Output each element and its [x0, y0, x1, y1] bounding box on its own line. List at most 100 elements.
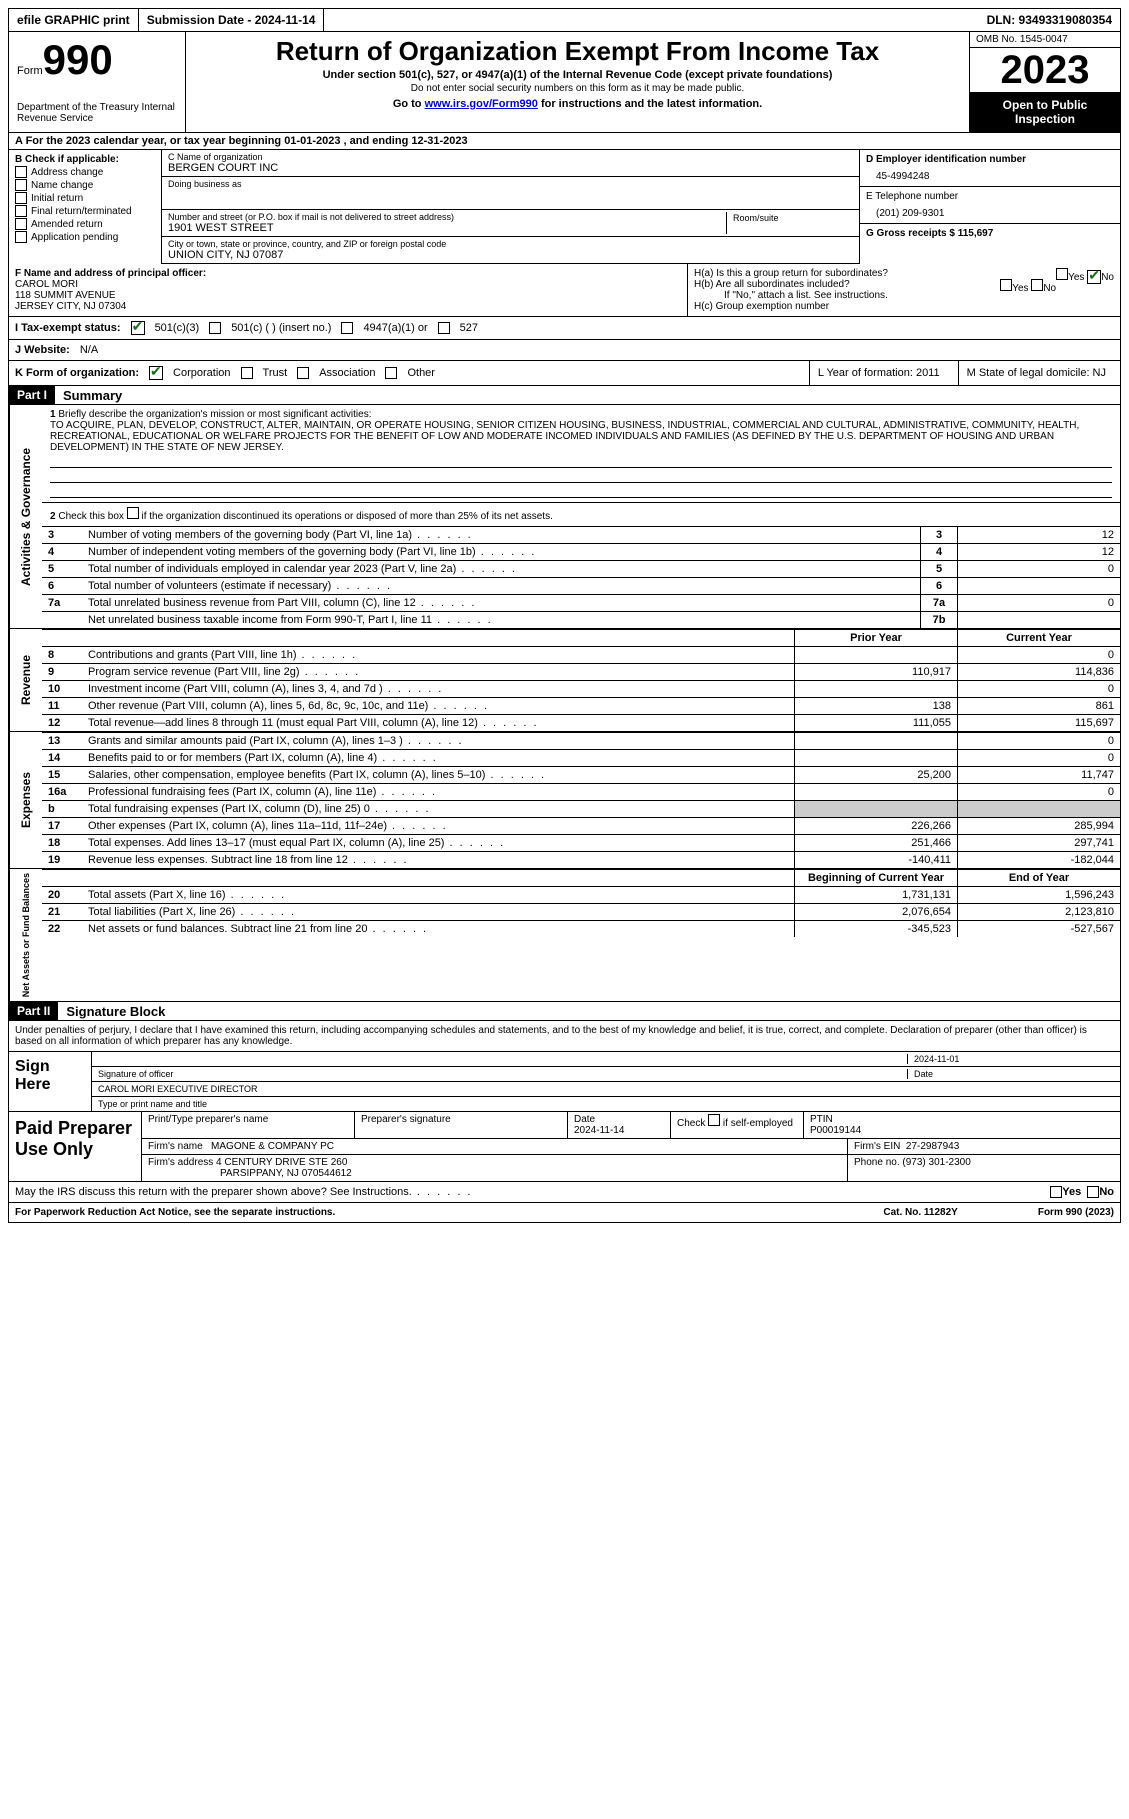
chk-corp[interactable]: [149, 366, 163, 380]
discuss-no[interactable]: [1087, 1186, 1099, 1198]
form-org-row: K Form of organization: Corporation Trus…: [8, 361, 1121, 386]
form-subtitle: Under section 501(c), 527, or 4947(a)(1)…: [194, 69, 961, 81]
firm-ein: 27-2987943: [906, 1141, 959, 1152]
firm-phone: (973) 301-2300: [902, 1157, 970, 1168]
chk-other[interactable]: [385, 367, 397, 379]
c-name-label: C Name of organization: [168, 152, 853, 162]
footer-mid: Cat. No. 11282Y: [883, 1207, 957, 1218]
firm-name: MAGONE & COMPANY PC: [211, 1141, 334, 1152]
prep-h1: Print/Type preparer's name: [142, 1112, 355, 1138]
ha-yes[interactable]: [1056, 268, 1068, 280]
chk-501c[interactable]: [209, 322, 221, 334]
chk-final[interactable]: [15, 205, 27, 217]
l-year: L Year of formation: 2011: [809, 361, 948, 385]
omb-number: OMB No. 1545-0047: [970, 32, 1120, 48]
officer-print: CAROL MORI EXECUTIVE DIRECTOR: [98, 1084, 258, 1094]
na-table: Beginning of Current YearEnd of Year20To…: [42, 869, 1120, 937]
dln: DLN: 93493319080354: [979, 9, 1120, 31]
form-go: Go to www.irs.gov/Form990 for instructio…: [194, 98, 961, 110]
i-label: I Tax-exempt status:: [15, 322, 121, 334]
irs-link[interactable]: www.irs.gov/Form990: [425, 98, 538, 110]
hc-label: H(c) Group exemption number: [694, 301, 1114, 312]
gross-receipts: G Gross receipts $ 115,697: [866, 228, 1114, 239]
prep-h2: Preparer's signature: [355, 1112, 568, 1138]
chk-527[interactable]: [438, 322, 450, 334]
form-note: Do not enter social security numbers on …: [194, 83, 961, 94]
col-de: D Employer identification number 45-4994…: [859, 150, 1120, 264]
discuss-row: May the IRS discuss this return with the…: [8, 1182, 1121, 1203]
chk-initial[interactable]: [15, 192, 27, 204]
f-label: F Name and address of principal officer:: [15, 268, 681, 279]
street-label: Number and street (or P.O. box if mail i…: [168, 212, 726, 222]
firm-addr2: PARSIPPANY, NJ 070544612: [148, 1168, 352, 1179]
sign-here: Sign Here 2024-11-01 Signature of office…: [8, 1052, 1121, 1112]
open-public-badge: Open to Public Inspection: [970, 92, 1120, 132]
part1-header: Part I Summary: [8, 386, 1121, 405]
tax-year: 2023: [970, 48, 1120, 92]
ha-no[interactable]: [1087, 270, 1101, 284]
part2-title: Signature Block: [58, 1004, 165, 1019]
declaration: Under penalties of perjury, I declare th…: [8, 1021, 1121, 1052]
city-label: City or town, state or province, country…: [168, 239, 853, 249]
form-label: Form: [17, 65, 43, 77]
vert-gov: Activities & Governance: [9, 405, 42, 628]
chk-amended[interactable]: [15, 218, 27, 230]
dba-label: Doing business as: [168, 179, 242, 207]
dept-label: Department of the Treasury Internal Reve…: [17, 102, 177, 124]
chk-trust[interactable]: [241, 367, 253, 379]
col-b: B Check if applicable: Address change Na…: [9, 150, 162, 264]
part2-header: Part II Signature Block: [8, 1002, 1121, 1021]
org-name: BERGEN COURT INC: [168, 162, 853, 174]
j-label: J Website:: [15, 344, 70, 356]
mission-text: TO ACQUIRE, PLAN, DEVELOP, CONSTRUCT, AL…: [50, 420, 1079, 453]
telephone: (201) 209-9301: [866, 208, 1114, 219]
form-header: Form990 Department of the Treasury Inter…: [8, 32, 1121, 133]
tax-status-row: I Tax-exempt status: 501(c)(3) 501(c) ( …: [8, 317, 1121, 340]
gov-table: 3Number of voting members of the governi…: [42, 526, 1120, 628]
discuss-text: May the IRS discuss this return with the…: [15, 1186, 473, 1198]
firm-addr1: 4 CENTURY DRIVE STE 260: [216, 1157, 347, 1168]
chk-pending[interactable]: [15, 231, 27, 243]
discuss-yes[interactable]: [1050, 1186, 1062, 1198]
info-grid: B Check if applicable: Address change Na…: [8, 150, 1121, 264]
hb-no[interactable]: [1031, 279, 1043, 291]
chk-self-emp[interactable]: [708, 1114, 720, 1126]
footer-right: Form 990 (2023): [1038, 1207, 1114, 1218]
submission-date: Submission Date - 2024-11-14: [139, 9, 325, 31]
preparer-block: Paid Preparer Use Only Print/Type prepar…: [8, 1112, 1121, 1182]
sig-officer-label: Signature of officer: [98, 1069, 907, 1079]
ha-label: H(a) Is this a group return for subordin…: [694, 268, 888, 279]
date-label: Date: [907, 1069, 1114, 1079]
footer-left: For Paperwork Reduction Act Notice, see …: [15, 1207, 335, 1218]
type-label: Type or print name and title: [98, 1099, 207, 1109]
chk-name[interactable]: [15, 179, 27, 191]
website-row: J Website: N/A: [8, 340, 1121, 361]
footer: For Paperwork Reduction Act Notice, see …: [8, 1203, 1121, 1223]
room-label: Room/suite: [733, 213, 779, 223]
form-title: Return of Organization Exempt From Incom…: [194, 36, 961, 67]
q1: Briefly describe the organization's miss…: [58, 409, 371, 420]
part1-label: Part I: [9, 386, 55, 404]
officer-addr1: 118 SUMMIT AVENUE: [15, 290, 681, 301]
hb-yes[interactable]: [1000, 279, 1012, 291]
chk-discontinued[interactable]: [127, 507, 139, 519]
chk-address[interactable]: [15, 166, 27, 178]
part1-title: Summary: [55, 388, 122, 403]
chk-assoc[interactable]: [297, 367, 309, 379]
sign-label: Sign Here: [9, 1052, 92, 1111]
rev-section: Revenue Prior YearCurrent Year8Contribut…: [8, 628, 1121, 731]
vert-na: Net Assets or Fund Balances: [9, 869, 42, 1001]
part2-label: Part II: [9, 1002, 58, 1020]
ptin: P00019144: [810, 1125, 861, 1136]
vert-rev: Revenue: [9, 629, 42, 731]
prep-label: Paid Preparer Use Only: [9, 1112, 142, 1181]
b-label: B Check if applicable:: [15, 154, 155, 165]
chk-501c3[interactable]: [131, 321, 145, 335]
chk-4947[interactable]: [341, 322, 353, 334]
city: UNION CITY, NJ 07087: [168, 249, 853, 261]
gov-section: Activities & Governance 1 Briefly descri…: [8, 405, 1121, 628]
efile-label: efile GRAPHIC print: [9, 9, 139, 31]
m-state: M State of legal domicile: NJ: [958, 361, 1114, 385]
ein: 45-4994248: [866, 171, 1114, 182]
exp-table: 13Grants and similar amounts paid (Part …: [42, 732, 1120, 868]
